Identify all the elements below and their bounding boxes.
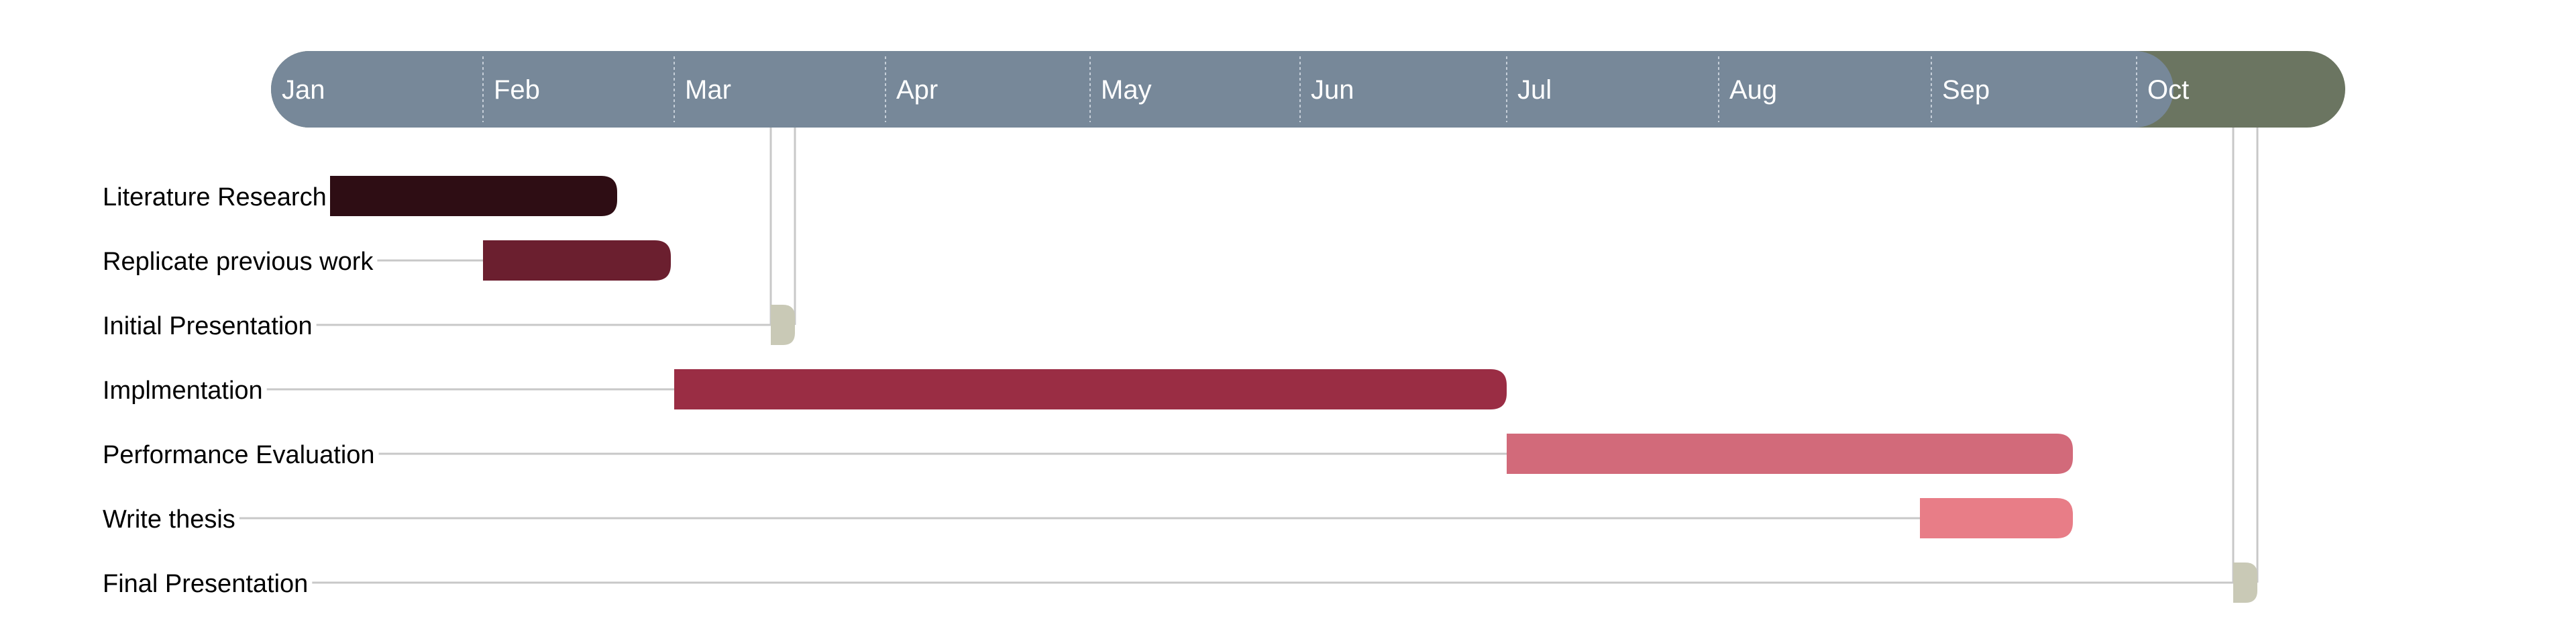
month-tick-label: Apr [896,75,938,105]
task-label: Literature Research [103,183,327,211]
month-tick-label: Jul [1517,75,1552,105]
month-tick-label: Jan [282,75,325,105]
task-label: Final Presentation [103,570,308,598]
milestone-guides [769,128,2259,583]
task-label: Implmentation [103,377,263,405]
month-tick-label: Sep [1942,75,1990,105]
task-labels: Literature Research Replicate previous wo… [103,183,375,598]
task-bars [330,176,2257,603]
task-label: Write thesis [103,505,235,534]
month-tick-label: Aug [1729,75,1777,105]
task-label: Performance Evaluation [103,441,375,469]
month-tick-label: Oct [2147,75,2189,105]
leader-lines [239,259,2233,584]
milestone-marker [2233,563,2257,603]
timeline-header: Jan Feb Mar Apr May Jun Jul Aug Sep Oct [271,51,2345,128]
month-tick-label: May [1101,75,1152,105]
task-label: Replicate previous work [103,248,374,276]
task-label: Initial Presentation [103,312,313,340]
milestone-marker [771,305,795,345]
header-band [271,51,2174,128]
task-bar [1507,434,2073,474]
task-bar [674,369,1507,409]
task-bar [330,176,617,216]
month-tick-label: Jun [1311,75,1354,105]
task-bar [1920,498,2073,538]
month-tick-label: Mar [685,75,731,105]
month-tick-label: Feb [494,75,540,105]
task-bar [483,240,671,281]
